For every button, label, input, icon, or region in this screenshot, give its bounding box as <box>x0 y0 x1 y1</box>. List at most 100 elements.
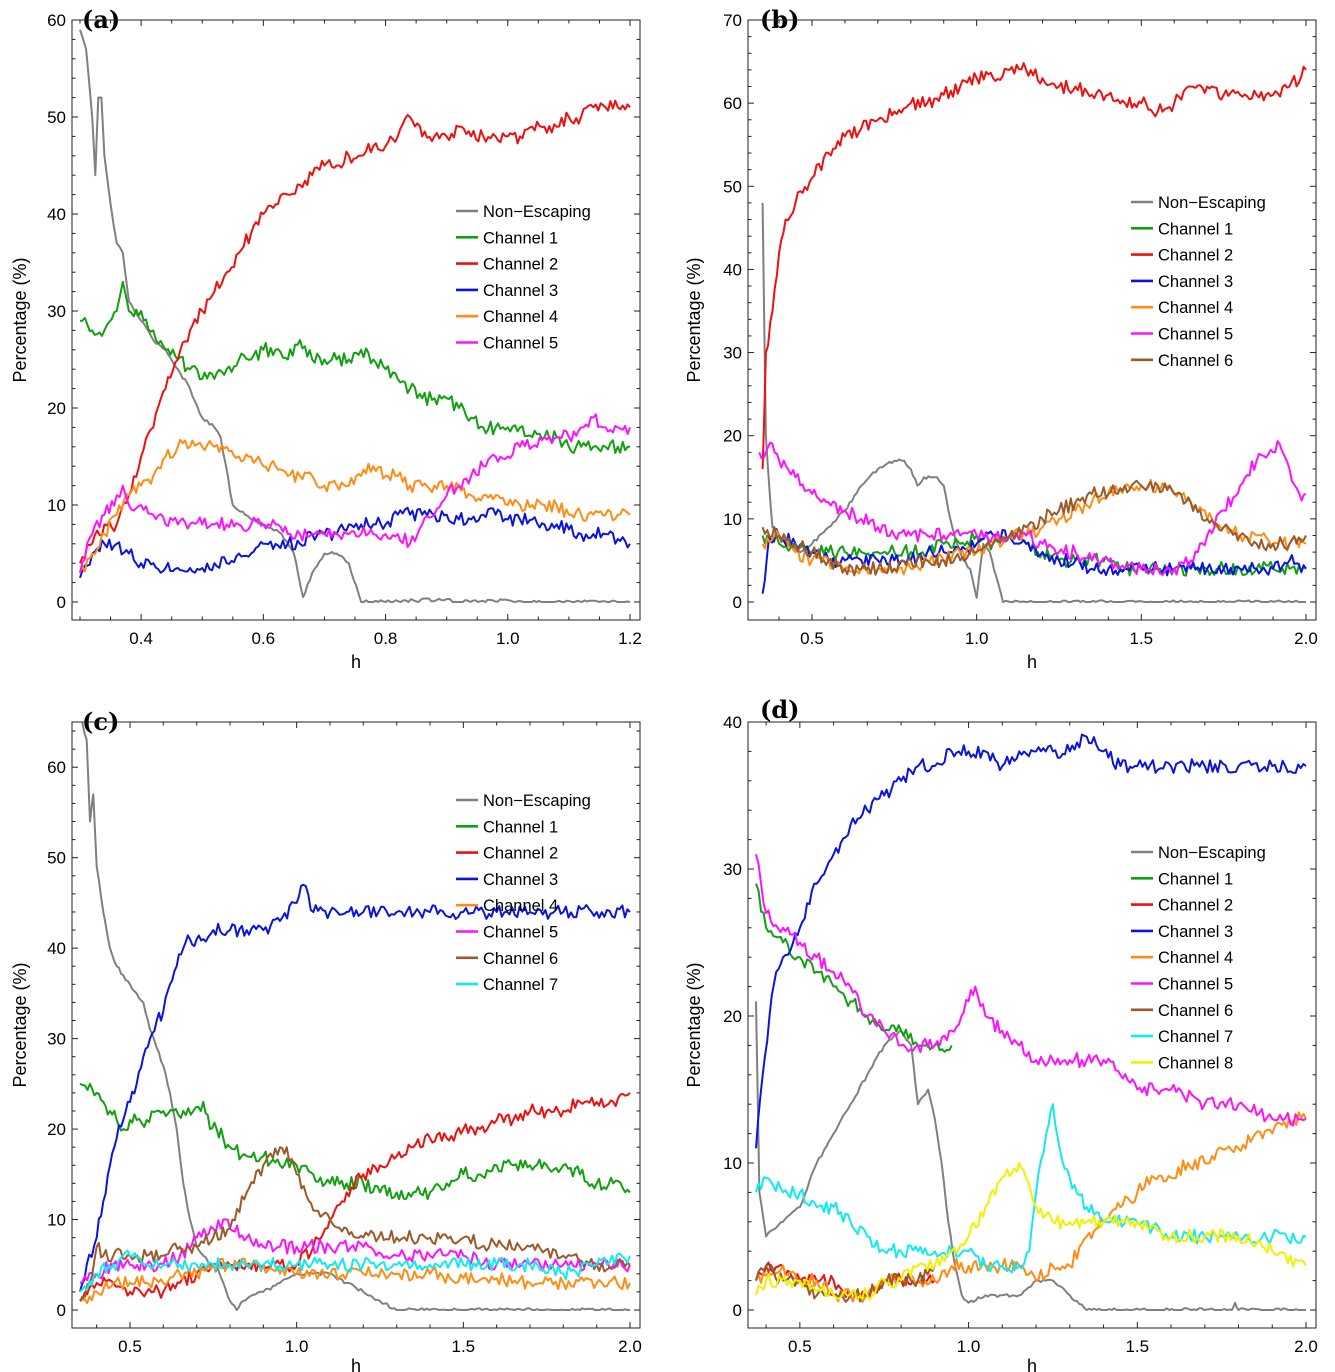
series-line-channel-3 <box>79 883 631 1293</box>
x-tick-label: 1.0 <box>285 1337 309 1356</box>
y-tick-label: 60 <box>47 11 66 30</box>
series-line-channel-4 <box>79 1257 631 1305</box>
legend-label: Channel 2 <box>1158 897 1233 915</box>
legend-label: Channel 2 <box>1158 247 1233 265</box>
y-tick-label: 20 <box>47 399 66 418</box>
legend-label: Channel 1 <box>483 229 558 247</box>
legend-label: Channel 1 <box>483 818 558 836</box>
y-tick-label: 10 <box>47 496 66 515</box>
series-line-channel-7 <box>755 1103 1307 1274</box>
x-tick-label: 1.0 <box>496 629 520 648</box>
legend-label: Channel 2 <box>483 845 558 863</box>
series-line-channel-1 <box>755 883 953 1053</box>
legend-label: Channel 3 <box>1158 923 1233 941</box>
y-axis-title: Percentage (%) <box>10 962 30 1087</box>
y-tick-label: 70 <box>723 11 742 30</box>
x-axis-title: h <box>1027 652 1037 672</box>
x-tick-label: 1.5 <box>452 1337 476 1356</box>
y-tick-label: 10 <box>723 510 742 529</box>
y-tick-label: 20 <box>47 1120 66 1139</box>
x-axis-title: h <box>351 1356 361 1372</box>
x-tick-label: 1.5 <box>1125 1337 1149 1356</box>
legend-label: Channel 5 <box>483 924 558 942</box>
y-tick-label: 50 <box>47 849 66 868</box>
series-line-channel-3 <box>79 506 631 579</box>
y-tick-label: 30 <box>47 1030 66 1049</box>
y-axis-title: Percentage (%) <box>684 257 704 382</box>
y-tick-label: 60 <box>723 94 742 113</box>
panel-a: (a)0.4 0.6 0.8 1.0 1.20102030405060hPercenta… <box>10 5 642 672</box>
legend-label: Channel 3 <box>483 282 558 300</box>
y-tick-label: 0 <box>733 593 742 612</box>
plot-frame <box>71 19 641 621</box>
series-line-channel-3 <box>761 528 1307 594</box>
x-tick-label: 1.5 <box>1130 629 1154 648</box>
y-tick-label: 50 <box>723 177 742 196</box>
series-line-channel-4 <box>79 438 631 574</box>
y-tick-label: 10 <box>47 1211 66 1230</box>
legend-label: Channel 3 <box>483 871 558 889</box>
y-tick-label: 10 <box>723 1154 742 1173</box>
y-tick-label: 20 <box>723 1007 742 1026</box>
series-line-channel-5 <box>79 1218 631 1284</box>
series-line-channel-5 <box>79 413 631 574</box>
legend-label: Channel 4 <box>483 308 558 326</box>
y-tick-label: 60 <box>47 758 66 777</box>
x-tick-label: 2.0 <box>618 1337 642 1356</box>
y-tick-label: 0 <box>733 1301 742 1320</box>
legend-label: Channel 1 <box>1158 870 1233 888</box>
legend-label: Channel 5 <box>1158 326 1233 344</box>
x-tick-label: 1.0 <box>957 1337 981 1356</box>
y-tick-label: 40 <box>47 205 66 224</box>
x-tick-label: 1.2 <box>618 629 642 648</box>
y-axis-title: Percentage (%) <box>10 257 30 382</box>
series-line-non-escaping <box>79 29 631 603</box>
series-line-channel-5 <box>755 854 1307 1127</box>
series-line-channel-4 <box>755 1111 1307 1303</box>
x-tick-label: 1.0 <box>965 629 989 648</box>
y-tick-label: 40 <box>723 713 742 732</box>
x-tick-label: 0.6 <box>252 629 276 648</box>
y-tick-label: 30 <box>723 860 742 879</box>
legend-label: Channel 5 <box>1158 976 1233 994</box>
legend-label: Channel 8 <box>1158 1054 1233 1072</box>
series-line-non-escaping <box>81 722 630 1311</box>
panel-d: (d) 0.5 1.0 1.5 2.0 0 10 20 30 40 h Percentage (%) N… <box>684 695 1318 1372</box>
legend-label: Channel 5 <box>483 335 558 353</box>
y-tick-label: 0 <box>57 1301 66 1320</box>
legend-label: Channel 4 <box>1158 949 1233 967</box>
legend-label: Non−Escaping <box>483 203 591 221</box>
series-line-channel-6 <box>761 479 1307 577</box>
panel-label: (d) <box>760 695 800 724</box>
series-line-channel-1 <box>80 280 630 454</box>
series-line-channel-6 <box>79 1146 631 1302</box>
series-line-channel-8 <box>755 1162 1307 1301</box>
x-axis-title: h <box>351 652 361 672</box>
legend-label: Channel 2 <box>483 256 558 274</box>
panel-c: (c)0.5 1.0 1.5 2.00102030405060hPercentage … <box>10 707 642 1372</box>
legend-label: Non−Escaping <box>1158 844 1266 862</box>
series-line-non-escaping <box>755 1001 1306 1311</box>
x-tick-label: 0.5 <box>118 1337 142 1356</box>
legend-label: Channel 6 <box>1158 1002 1233 1020</box>
series-line-channel-7 <box>79 1249 631 1293</box>
y-tick-label: 50 <box>47 108 66 127</box>
x-tick-label: 2.0 <box>1294 1337 1318 1356</box>
y-tick-label: 40 <box>47 939 66 958</box>
panel-b: (b)0.5 1.0 1.5 2.0010203040506070hPercentag… <box>684 5 1318 672</box>
legend-label: Channel 6 <box>1158 352 1233 370</box>
series-line-non-escaping <box>761 202 1306 603</box>
series-line-channel-2 <box>755 1261 936 1303</box>
x-tick-label: 0.4 <box>129 629 153 648</box>
series-line-channel-3 <box>755 733 1307 1149</box>
plot-frame <box>747 721 1317 1329</box>
x-tick-label: 0.8 <box>374 629 398 648</box>
plot-frame <box>747 19 1317 621</box>
legend-label: Channel 7 <box>483 976 558 994</box>
legend-label: Non−Escaping <box>483 792 591 810</box>
series-line-channel-5 <box>758 440 1307 576</box>
y-axis-title: Percentage (%) <box>684 962 704 1087</box>
x-axis-title: h <box>1027 1356 1037 1372</box>
y-tick-label: 30 <box>47 302 66 321</box>
